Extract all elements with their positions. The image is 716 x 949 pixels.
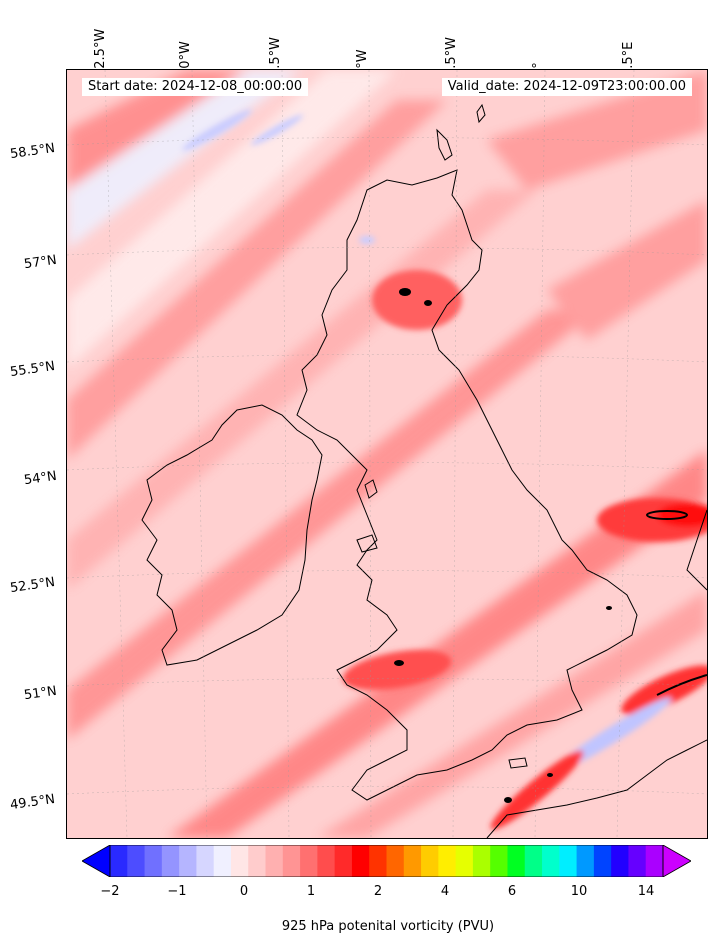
vorticity-field bbox=[67, 70, 707, 838]
colorbar-cell bbox=[300, 845, 318, 877]
colorbar-cell bbox=[576, 845, 595, 877]
colorbar-cell bbox=[403, 845, 422, 877]
latitude-label: 52.5°N bbox=[9, 574, 56, 597]
latitude-label: 49.5°N bbox=[9, 791, 56, 814]
colorbar-tick-label: 6 bbox=[507, 884, 517, 899]
colorbar-label: 925 hPa potenital vorticity (PVU) bbox=[281, 919, 495, 934]
colorbar-cell bbox=[351, 845, 370, 877]
colorbar-cell bbox=[455, 845, 474, 877]
colorbar-cell bbox=[334, 845, 353, 877]
colorbar-tick-label: 0 bbox=[239, 884, 249, 899]
colorbar-cell bbox=[438, 845, 457, 877]
colorbar-tick-label: 1 bbox=[306, 884, 316, 899]
colorbar-tick-label: 14 bbox=[637, 884, 655, 899]
start-date-label: Start date: 2024-12-08_00:00:00 bbox=[82, 78, 309, 96]
colorbar-cell bbox=[386, 845, 405, 877]
valid-date-label: Valid_date: 2024-12-09T23:00:00.00 bbox=[441, 78, 692, 96]
colorbar-cell bbox=[317, 845, 336, 877]
colorbar-cell bbox=[282, 845, 301, 877]
colorbar-cell bbox=[161, 845, 180, 877]
colorbar-cell bbox=[507, 845, 526, 877]
colorbar-cell bbox=[265, 845, 284, 877]
colorbar-cell bbox=[524, 845, 543, 877]
colorbar-cell bbox=[230, 845, 249, 877]
colorbar-cell bbox=[645, 845, 664, 877]
colorbar-cell bbox=[593, 845, 612, 877]
colorbar-cell bbox=[472, 845, 491, 877]
colorbar-cell bbox=[248, 845, 267, 877]
colorbar-cell bbox=[490, 845, 508, 877]
map-panel[interactable]: Start date: 2024-12-08_00:00:00 Valid_da… bbox=[66, 69, 708, 839]
latitude-label: 57°N bbox=[23, 252, 58, 273]
latitude-label: 58.5°N bbox=[9, 140, 56, 163]
colorbar-cell bbox=[542, 845, 560, 877]
colorbar-cell bbox=[213, 845, 232, 877]
colorbar-tick-label: −1 bbox=[167, 884, 187, 899]
colorbar-tick-label: 4 bbox=[440, 884, 450, 899]
colorbar-tick-label: 10 bbox=[570, 884, 588, 899]
latitude-label: 55.5°N bbox=[9, 358, 56, 381]
colorbar-cell bbox=[559, 845, 578, 877]
colorbar-cell bbox=[611, 845, 629, 877]
colorbar-cell bbox=[144, 845, 163, 877]
colorbar-cell bbox=[369, 845, 387, 877]
colorbar-cell bbox=[196, 845, 215, 877]
latitude-label: 51°N bbox=[23, 683, 58, 704]
colorbar-cell bbox=[110, 845, 128, 877]
colorbar bbox=[82, 845, 691, 877]
colorbar-tick-label: −2 bbox=[100, 884, 120, 899]
colorbar-tick-label: 2 bbox=[373, 884, 383, 899]
latitude-label: 54°N bbox=[23, 468, 58, 489]
colorbar-cell bbox=[127, 845, 146, 877]
colorbar-cell bbox=[421, 845, 439, 877]
colorbar-cell bbox=[179, 845, 197, 877]
colorbar-cell bbox=[628, 845, 647, 877]
